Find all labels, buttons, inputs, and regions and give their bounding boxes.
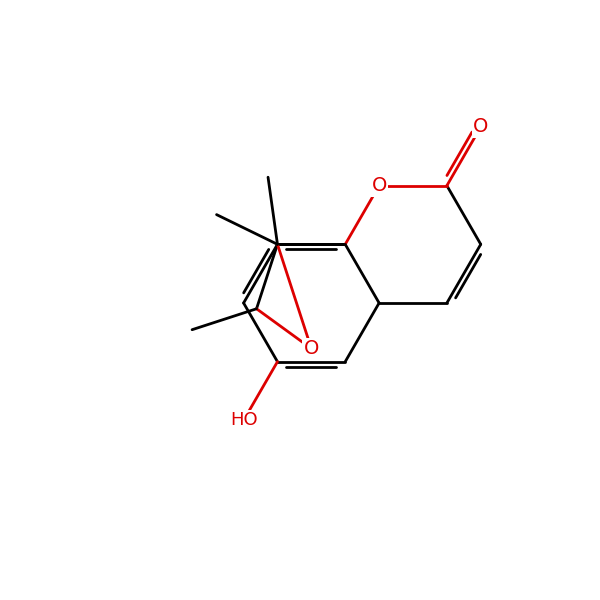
Text: O: O (304, 339, 319, 358)
Text: O: O (473, 118, 488, 136)
Text: O: O (371, 176, 387, 195)
Text: HO: HO (230, 412, 257, 430)
